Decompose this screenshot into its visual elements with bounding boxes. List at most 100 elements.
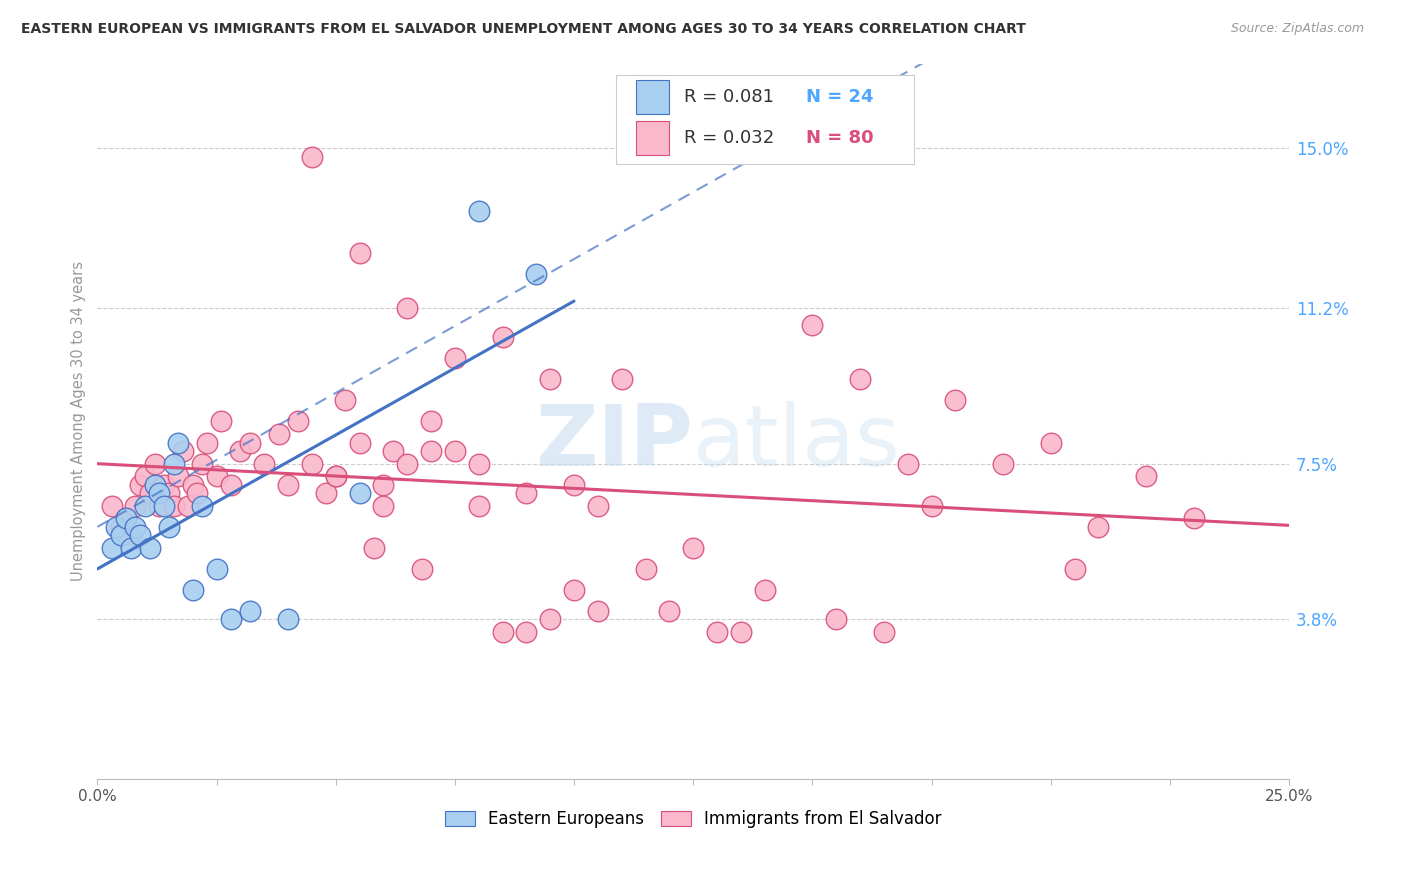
Point bbox=[586, 604, 609, 618]
Point bbox=[634, 562, 657, 576]
Point bbox=[205, 562, 228, 576]
Point bbox=[219, 477, 242, 491]
Point bbox=[115, 511, 138, 525]
Point bbox=[610, 372, 633, 386]
Text: Source: ZipAtlas.com: Source: ZipAtlas.com bbox=[1230, 22, 1364, 36]
Point bbox=[191, 499, 214, 513]
Point bbox=[411, 562, 433, 576]
Point bbox=[229, 444, 252, 458]
Point bbox=[287, 415, 309, 429]
Point bbox=[420, 415, 443, 429]
Point bbox=[239, 604, 262, 618]
Point bbox=[801, 318, 824, 332]
Point bbox=[162, 499, 184, 513]
Point bbox=[562, 477, 585, 491]
Text: R = 0.081: R = 0.081 bbox=[683, 88, 773, 106]
Point bbox=[515, 486, 537, 500]
Point bbox=[120, 541, 142, 555]
Point bbox=[1039, 435, 1062, 450]
Point bbox=[172, 444, 194, 458]
Point bbox=[349, 246, 371, 260]
Bar bbox=[636, 80, 669, 114]
Bar bbox=[636, 121, 669, 155]
Point bbox=[129, 477, 152, 491]
Point bbox=[124, 519, 146, 533]
Point bbox=[420, 444, 443, 458]
Point bbox=[100, 541, 122, 555]
Point bbox=[110, 528, 132, 542]
FancyBboxPatch shape bbox=[616, 75, 914, 164]
Point bbox=[153, 477, 176, 491]
Point bbox=[373, 499, 395, 513]
Point bbox=[277, 612, 299, 626]
Point bbox=[373, 477, 395, 491]
Y-axis label: Unemployment Among Ages 30 to 34 years: Unemployment Among Ages 30 to 34 years bbox=[72, 261, 86, 582]
Point bbox=[277, 477, 299, 491]
Point bbox=[143, 457, 166, 471]
Point bbox=[349, 435, 371, 450]
Point bbox=[110, 519, 132, 533]
Point bbox=[120, 528, 142, 542]
Point bbox=[157, 486, 180, 500]
Point bbox=[754, 582, 776, 597]
Point bbox=[139, 541, 162, 555]
Point bbox=[167, 435, 190, 450]
Text: N = 24: N = 24 bbox=[807, 88, 875, 106]
Point bbox=[205, 469, 228, 483]
Point bbox=[177, 499, 200, 513]
Point bbox=[267, 427, 290, 442]
Point bbox=[239, 435, 262, 450]
Point bbox=[991, 457, 1014, 471]
Point bbox=[349, 486, 371, 500]
Point bbox=[444, 444, 467, 458]
Point bbox=[143, 477, 166, 491]
Point bbox=[849, 372, 872, 386]
Point bbox=[515, 624, 537, 639]
Point bbox=[148, 499, 170, 513]
Point bbox=[253, 457, 276, 471]
Point bbox=[396, 301, 419, 315]
Point bbox=[897, 457, 920, 471]
Point bbox=[524, 268, 547, 282]
Point bbox=[586, 499, 609, 513]
Point bbox=[444, 351, 467, 366]
Point bbox=[115, 511, 138, 525]
Point bbox=[124, 499, 146, 513]
Point bbox=[134, 469, 156, 483]
Point bbox=[825, 612, 848, 626]
Point bbox=[467, 499, 489, 513]
Point bbox=[730, 624, 752, 639]
Point bbox=[491, 330, 513, 344]
Point bbox=[1182, 511, 1205, 525]
Point bbox=[538, 372, 561, 386]
Point bbox=[325, 469, 347, 483]
Point bbox=[562, 582, 585, 597]
Point bbox=[873, 624, 896, 639]
Point bbox=[148, 486, 170, 500]
Point bbox=[335, 393, 357, 408]
Point bbox=[396, 457, 419, 471]
Text: ZIP: ZIP bbox=[536, 401, 693, 484]
Legend: Eastern Europeans, Immigrants from El Salvador: Eastern Europeans, Immigrants from El Sa… bbox=[439, 804, 948, 835]
Point bbox=[105, 519, 128, 533]
Point bbox=[100, 499, 122, 513]
Point bbox=[467, 457, 489, 471]
Point bbox=[1135, 469, 1157, 483]
Point bbox=[538, 612, 561, 626]
Text: N = 80: N = 80 bbox=[807, 129, 875, 147]
Point bbox=[467, 204, 489, 219]
Point bbox=[921, 499, 943, 513]
Point bbox=[181, 582, 204, 597]
Point bbox=[491, 624, 513, 639]
Point bbox=[658, 604, 681, 618]
Point bbox=[706, 624, 728, 639]
Point bbox=[134, 499, 156, 513]
Point bbox=[682, 541, 704, 555]
Point bbox=[186, 486, 208, 500]
Point bbox=[191, 457, 214, 471]
Point bbox=[209, 415, 232, 429]
Point bbox=[153, 499, 176, 513]
Point bbox=[139, 486, 162, 500]
Text: atlas: atlas bbox=[693, 401, 901, 484]
Point bbox=[129, 528, 152, 542]
